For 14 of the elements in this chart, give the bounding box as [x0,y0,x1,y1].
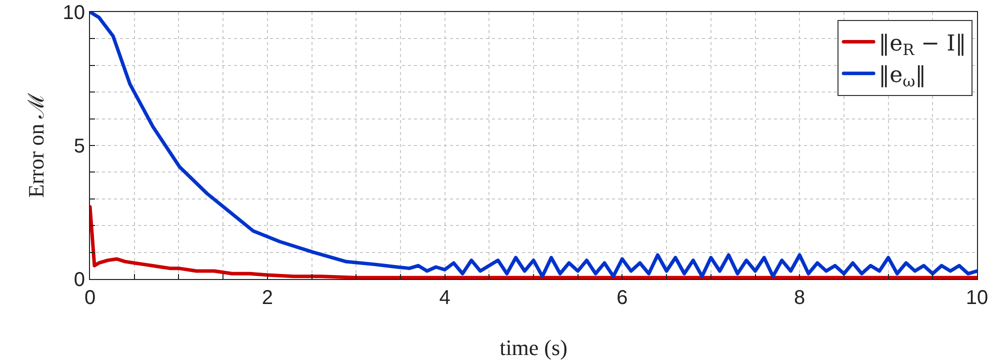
line-series [90,205,977,279]
x-tick-label: 10 [966,287,988,309]
x-tick-label: 2 [262,287,273,309]
y-tick-label: 5 [74,136,85,158]
x-tick-label: 8 [794,287,806,309]
legend-label: ‖e$_{ω}$‖ [878,62,926,91]
x-axis-title: time (s) [500,335,568,360]
y-tick-label: 10 [62,2,85,24]
x-tick-label: 4 [439,287,450,309]
x-tick-label: 6 [616,287,628,309]
y-tick-label: 0 [74,269,85,291]
y-axis-title: Error on ℳ [24,92,49,198]
line-series [90,12,977,278]
legend-label: ‖e$_{R}$ − I‖ [878,31,966,60]
